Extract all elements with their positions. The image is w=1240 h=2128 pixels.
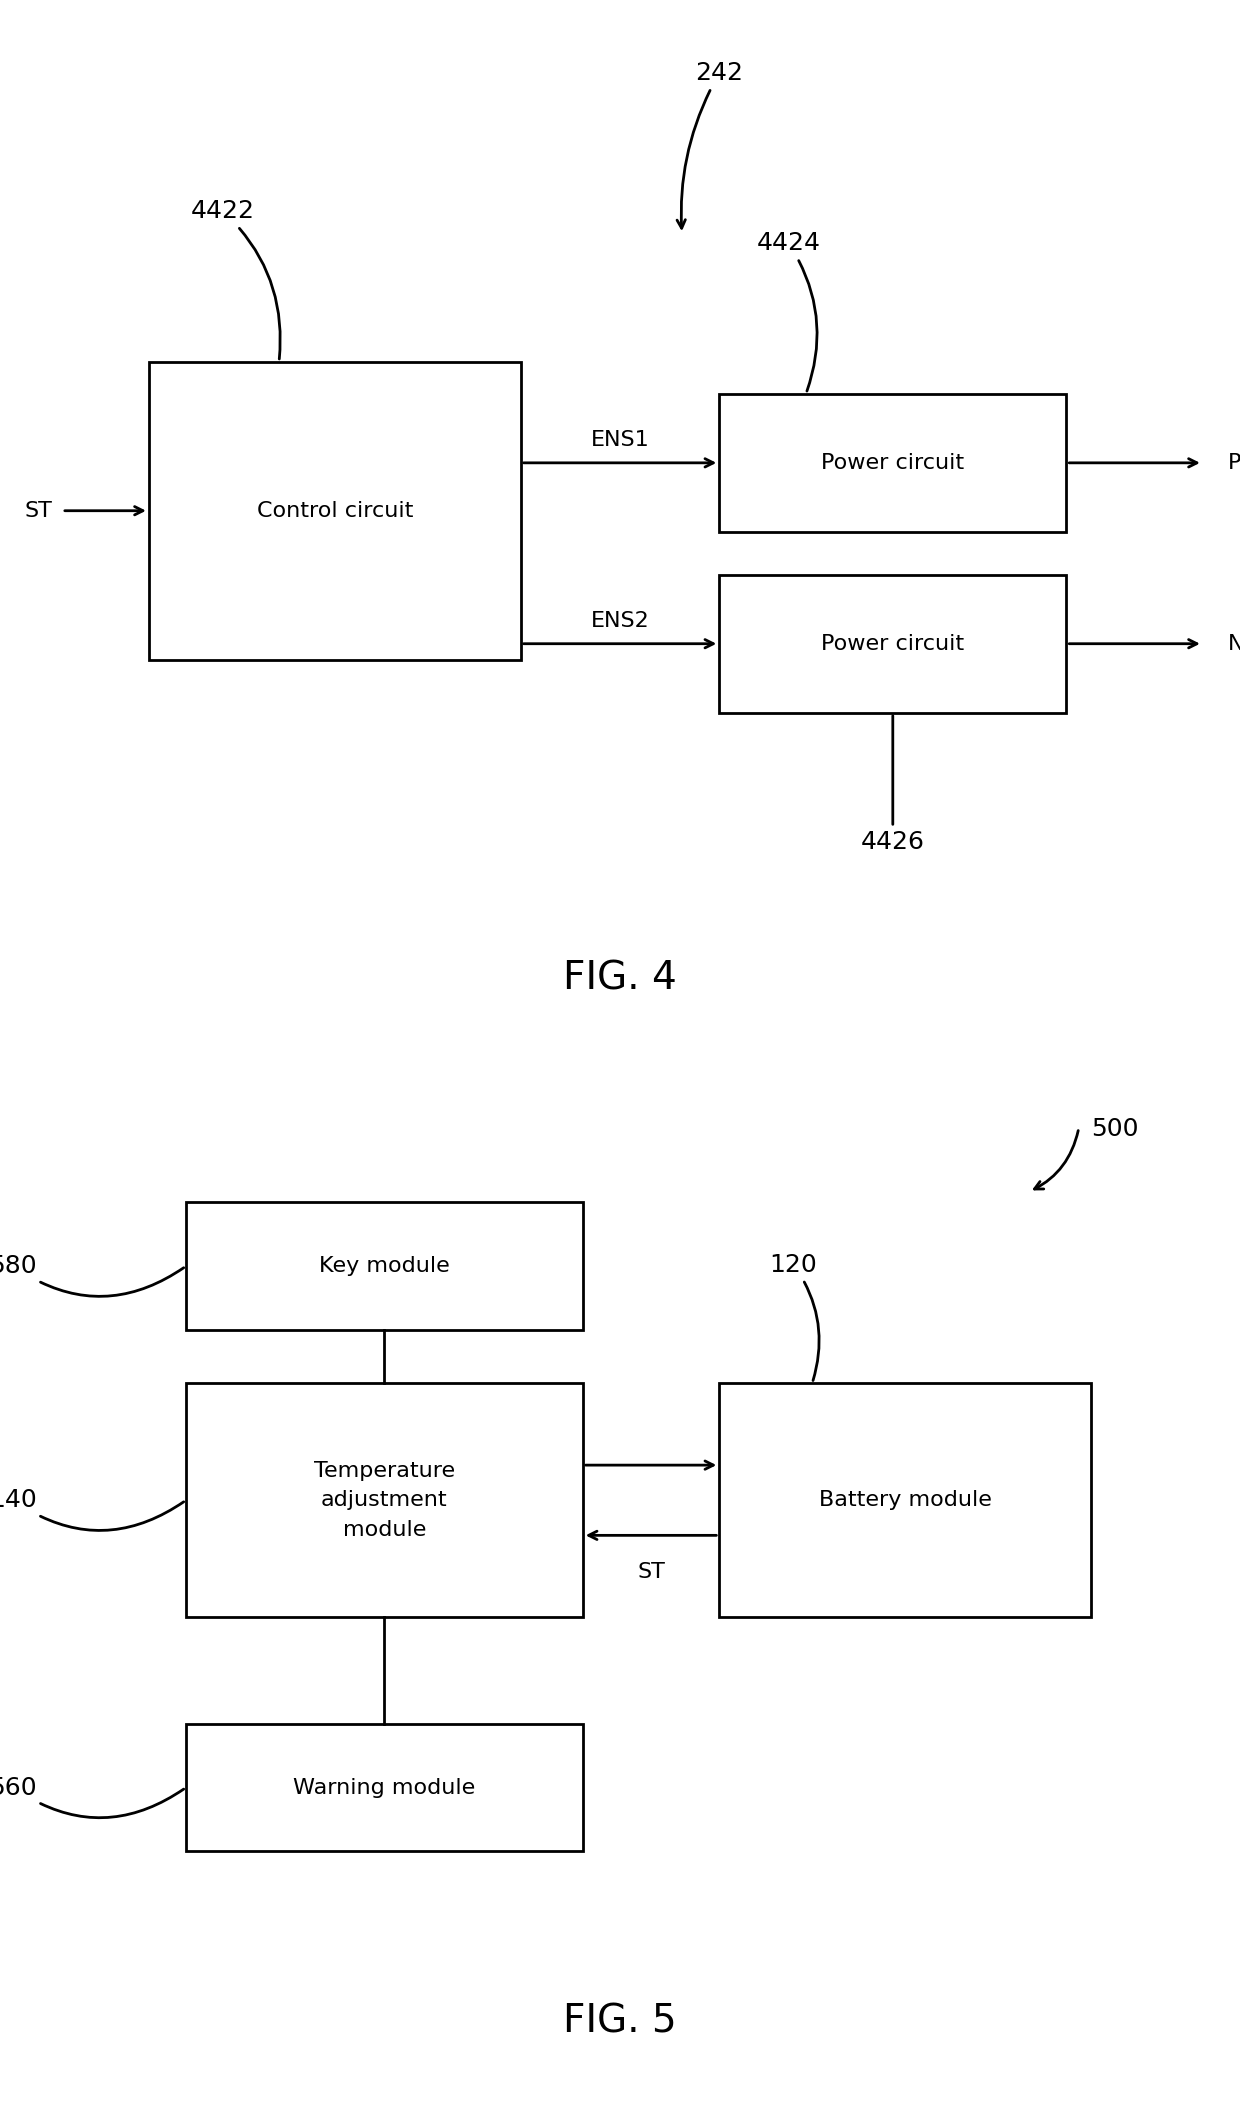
Bar — [719, 1383, 1091, 1617]
Text: 500: 500 — [1091, 1117, 1138, 1141]
Text: 4424: 4424 — [756, 232, 821, 392]
Text: FIG. 4: FIG. 4 — [563, 960, 677, 998]
Text: Key module: Key module — [319, 1256, 450, 1277]
Text: Battery module: Battery module — [818, 1490, 992, 1511]
Text: 560: 560 — [0, 1775, 184, 1817]
Text: 4426: 4426 — [861, 715, 925, 853]
Bar — [186, 1724, 583, 1851]
Bar — [719, 575, 1066, 713]
Text: ENS2: ENS2 — [590, 611, 650, 630]
Text: ENS1: ENS1 — [590, 430, 650, 451]
Bar — [186, 1202, 583, 1330]
Text: Warning module: Warning module — [294, 1777, 475, 1798]
Text: 120: 120 — [770, 1253, 820, 1381]
Text: ST: ST — [637, 1562, 665, 1581]
Text: Power circuit: Power circuit — [821, 634, 965, 653]
Text: 140: 140 — [0, 1487, 184, 1530]
Text: NV: NV — [1228, 634, 1240, 653]
Bar — [719, 394, 1066, 532]
Text: Temperature
adjustment
module: Temperature adjustment module — [314, 1460, 455, 1541]
Bar — [186, 1383, 583, 1617]
Text: 580: 580 — [0, 1253, 184, 1296]
Text: ST: ST — [25, 500, 52, 521]
Text: 4422: 4422 — [191, 200, 280, 360]
Text: 242: 242 — [677, 62, 743, 228]
Text: Power circuit: Power circuit — [821, 453, 965, 472]
Text: PV: PV — [1228, 453, 1240, 472]
Bar — [149, 362, 521, 660]
Text: Control circuit: Control circuit — [257, 500, 413, 521]
Text: FIG. 5: FIG. 5 — [563, 2002, 677, 2041]
